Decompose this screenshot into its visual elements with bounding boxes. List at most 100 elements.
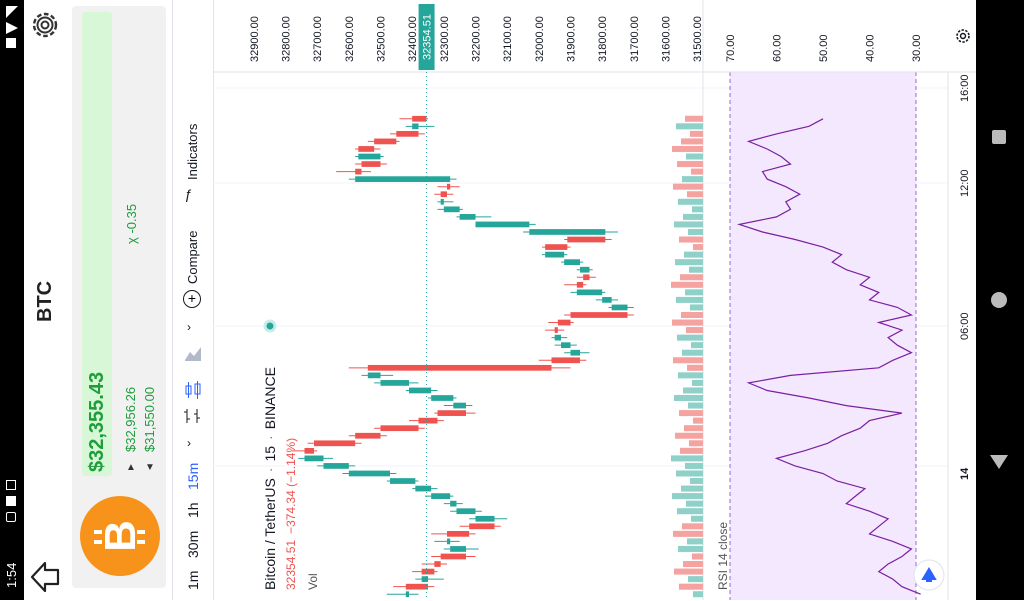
volume-bar xyxy=(693,244,703,251)
chart-settings-gear-icon[interactable] xyxy=(956,29,970,43)
candle-body xyxy=(390,478,416,484)
volume-bar xyxy=(676,470,703,477)
candle-body xyxy=(355,432,381,439)
interval-30m[interactable]: 30m xyxy=(185,530,201,558)
legend-pair: Bitcoin / TetherUS xyxy=(262,478,278,590)
volume-profile xyxy=(671,115,703,598)
volume-bar xyxy=(682,176,703,183)
home-icon[interactable] xyxy=(26,558,64,596)
volume-bar xyxy=(674,221,703,228)
volume-bar xyxy=(689,440,703,447)
time-axis: 16:00 12:00 06:00 14 xyxy=(959,74,971,480)
price-tick: 32400.00 xyxy=(407,16,419,62)
volume-bar xyxy=(675,432,703,439)
interval-chevron-icon[interactable]: › xyxy=(187,436,191,450)
legend-interval: 15 xyxy=(262,446,278,462)
candle-body xyxy=(554,327,558,333)
rsi-tick: 40.00 xyxy=(865,34,877,62)
volume-bar xyxy=(672,319,703,326)
compare-plus-icon[interactable]: + xyxy=(183,290,201,308)
volume-bar xyxy=(686,327,703,334)
volume-bar xyxy=(679,236,703,243)
rsi-axis: 70.00 60.00 50.00 40.00 30.00 xyxy=(725,34,923,62)
interval-1h[interactable]: 1h xyxy=(185,502,201,518)
time-tick: 16:00 xyxy=(959,74,971,102)
candle-body xyxy=(567,236,606,243)
candle-body xyxy=(580,266,590,273)
chart-canvas[interactable]: 32900.00 32800.00 32700.00 32600.00 32500.00… xyxy=(213,0,977,600)
interval-15m[interactable]: 15m xyxy=(185,462,201,490)
bar-style-icon[interactable] xyxy=(183,406,203,426)
volume-bar xyxy=(678,545,703,552)
volume-bar xyxy=(689,266,703,273)
volume-bar xyxy=(691,168,703,175)
chart-widget[interactable]: 1m 30m 1h 15m › › + Compare ƒ Indicators… xyxy=(172,0,977,600)
volume-bar xyxy=(681,138,703,145)
candle-body xyxy=(576,289,603,296)
candle-body xyxy=(570,312,628,318)
rsi-line xyxy=(736,118,921,595)
area-style-icon[interactable] xyxy=(183,344,203,364)
candle-body xyxy=(583,274,590,281)
volume-bar xyxy=(674,394,703,402)
compare-button[interactable]: Compare xyxy=(185,230,200,284)
price-axis: 32900.00 32800.00 32700.00 32600.00 32500.00… xyxy=(249,16,704,62)
legend-change: −374.34 (−1.14%) xyxy=(284,438,298,534)
price-tick: 31700.00 xyxy=(629,16,641,62)
price-card: $32,355.43 ▲ $32,956.26 ▼ $31,550.00 χ -… xyxy=(72,6,166,588)
price-tick: 32000.00 xyxy=(534,16,546,62)
current-price-label: 32354.51 xyxy=(418,4,435,70)
candle-body xyxy=(304,447,314,454)
candle-body xyxy=(447,530,470,537)
arrow-up-icon: ▲ xyxy=(126,462,136,473)
rsi-band xyxy=(730,72,916,600)
vol-label: Vol xyxy=(306,573,320,590)
interval-1m[interactable]: 1m xyxy=(185,570,201,590)
indicators-fx-icon[interactable]: ƒ xyxy=(184,186,192,202)
volume-bar xyxy=(683,213,703,220)
volume-bar xyxy=(679,583,703,590)
tradingview-logo-icon[interactable] xyxy=(913,559,945,591)
legend-last: 32354.51 xyxy=(284,540,298,590)
volume-bar xyxy=(691,342,703,349)
volume-bar xyxy=(685,289,703,296)
candle-body xyxy=(602,297,612,303)
volume-bar xyxy=(677,161,703,168)
signal-icon xyxy=(6,6,18,52)
candle-style-icon[interactable] xyxy=(183,380,203,400)
volume-bar xyxy=(687,191,703,198)
price-tick: 32100.00 xyxy=(502,16,514,62)
volume-bar xyxy=(672,145,703,152)
candle-body xyxy=(380,425,419,432)
candle-body xyxy=(447,183,451,190)
price-tick: 31800.00 xyxy=(597,16,609,62)
volume-bar xyxy=(683,387,703,394)
notification-icons xyxy=(6,480,18,550)
settings-gear-icon[interactable] xyxy=(28,8,62,42)
candle-body xyxy=(314,440,356,447)
candle-body xyxy=(561,342,571,349)
recents-square-icon[interactable] xyxy=(992,130,1006,144)
status-time: 1:54 xyxy=(4,562,19,588)
chart-toolbar: 1m 30m 1h 15m › › + Compare ƒ Indicators xyxy=(173,0,214,600)
candle-body xyxy=(412,115,427,122)
volume-bar xyxy=(675,259,703,266)
volume-bar xyxy=(671,281,703,288)
indicators-button[interactable]: Indicators xyxy=(185,123,200,180)
high-price: $32,956.26 xyxy=(123,386,138,452)
candle-body xyxy=(415,485,432,492)
home-circle-icon[interactable] xyxy=(991,292,1007,308)
candle-body xyxy=(367,364,552,371)
candle-body xyxy=(412,123,419,130)
price-tick: 32600.00 xyxy=(344,16,356,62)
candle-body xyxy=(431,395,454,401)
time-tick: 06:00 xyxy=(959,312,971,340)
change-value: χ -0.35 xyxy=(124,204,139,244)
style-chevron-icon[interactable]: › xyxy=(187,320,191,334)
status-bar: 1:54 xyxy=(0,0,24,600)
btc-logo-icon: B xyxy=(80,496,160,576)
back-triangle-icon[interactable] xyxy=(990,455,1008,469)
volume-bar xyxy=(687,538,703,545)
volume-bar xyxy=(677,334,703,341)
live-dot xyxy=(263,319,277,333)
